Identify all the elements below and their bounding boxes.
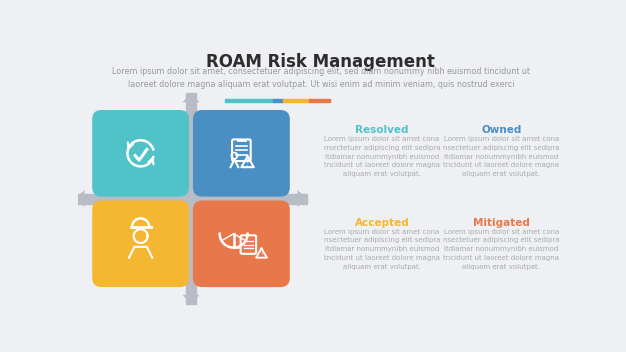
- Text: Lorem ipsum dolor sit amet cona
nsectetuer adipiscing elit sedipra
itdiamar nonu: Lorem ipsum dolor sit amet cona nsectetu…: [324, 228, 440, 270]
- Text: !: !: [260, 251, 263, 256]
- Text: Lorem ipsum dolor sit amet cona
nsectetuer adipiscing elit sedipra
itdiamar nonu: Lorem ipsum dolor sit amet cona nsectetu…: [324, 136, 440, 177]
- Polygon shape: [297, 190, 307, 207]
- Text: Owned: Owned: [481, 125, 521, 136]
- Text: Accepted: Accepted: [355, 218, 409, 228]
- FancyBboxPatch shape: [193, 110, 290, 197]
- Bar: [272, 99, 283, 101]
- FancyBboxPatch shape: [92, 110, 189, 197]
- FancyBboxPatch shape: [92, 201, 189, 287]
- Bar: [225, 99, 272, 101]
- Text: Lorem ipsum dolor sit amet, consectetuer adipiscing elit, sed diam nonummy nibh : Lorem ipsum dolor sit amet, consectetuer…: [112, 67, 530, 89]
- Text: Lorem ipsum dolor sit amet cona
nsectetuer adipiscing elit sedipra
itdiamar nonu: Lorem ipsum dolor sit amet cona nsectetu…: [443, 228, 560, 270]
- Bar: [75, 194, 307, 203]
- Bar: [186, 93, 196, 304]
- Bar: [309, 99, 330, 101]
- Text: Resolved: Resolved: [356, 125, 409, 136]
- Text: Mitigated: Mitigated: [473, 218, 530, 228]
- Text: !: !: [246, 159, 249, 168]
- FancyBboxPatch shape: [193, 201, 290, 287]
- Text: Lorem ipsum dolor sit amet cona
nsectetuer adipiscing elit sedipra
itdiamar nonu: Lorem ipsum dolor sit amet cona nsectetu…: [443, 136, 560, 177]
- Polygon shape: [183, 93, 200, 102]
- Polygon shape: [183, 295, 200, 304]
- Polygon shape: [75, 190, 85, 207]
- Text: ROAM Risk Management: ROAM Risk Management: [207, 53, 435, 71]
- Bar: [283, 99, 309, 101]
